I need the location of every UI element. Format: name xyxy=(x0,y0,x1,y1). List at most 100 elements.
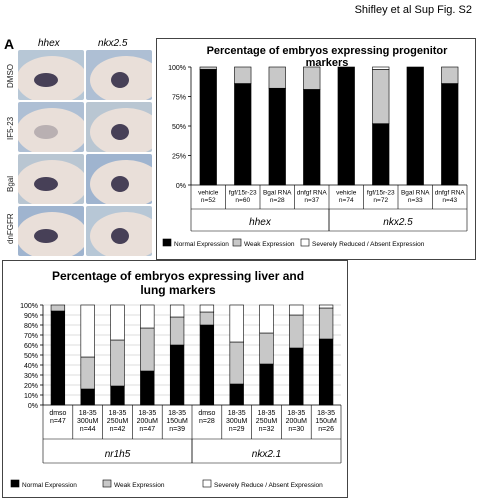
y-tick-label: 20% xyxy=(24,383,38,390)
category-label: 18-35 xyxy=(138,410,156,417)
image-col-hhex: hhex xyxy=(38,38,60,49)
category-label: dnfgf RNA xyxy=(435,190,466,197)
legend-label: Normal Expression xyxy=(22,482,77,489)
category-label: 150uM xyxy=(166,418,188,425)
category-label: 18-35 xyxy=(287,410,305,417)
category-label: n=28 xyxy=(199,418,215,425)
category-label: n=52 xyxy=(201,197,216,204)
bar-segment xyxy=(259,304,274,334)
y-tick-label: 0% xyxy=(28,403,38,410)
y-tick-label: 100% xyxy=(20,303,38,310)
bar-segment xyxy=(140,327,155,372)
group-label: nkx2.5 xyxy=(383,217,413,228)
legend-label: Weak Expression xyxy=(244,241,295,248)
category-label: 18-35 xyxy=(79,410,97,417)
y-tick-label: 30% xyxy=(24,373,38,380)
bar-segment xyxy=(169,304,185,318)
bar-segment xyxy=(229,341,244,385)
bar-segment xyxy=(229,383,244,406)
y-tick-label: 25% xyxy=(172,154,186,161)
chart-b-frame: Percentage of embryos expressing liver a… xyxy=(2,260,348,498)
y-tick-label: 70% xyxy=(24,333,38,340)
bar-segment xyxy=(289,304,304,316)
category-label: n=29 xyxy=(229,426,245,433)
category-label: 300uM xyxy=(226,418,248,425)
bar-segment xyxy=(372,123,390,186)
bar-segment xyxy=(80,356,95,390)
category-label: dmso xyxy=(49,410,66,417)
category-label: n=39 xyxy=(169,426,185,433)
bar-segment xyxy=(318,307,334,340)
bar-segment xyxy=(169,316,185,346)
bar-segment xyxy=(372,66,390,70)
bar-segment xyxy=(229,304,244,343)
embryo-photo xyxy=(18,50,84,100)
legend-swatch xyxy=(102,479,112,488)
bar-segment xyxy=(234,83,252,186)
category-label: 300uM xyxy=(77,418,99,425)
category-label: 18-35 xyxy=(168,410,186,417)
bar-segment xyxy=(259,363,274,406)
bar-segment xyxy=(406,66,424,186)
legend-swatch xyxy=(162,238,172,247)
bar-segment xyxy=(169,344,185,406)
image-row-label: IF5-23 xyxy=(6,116,15,140)
bar-segment xyxy=(80,304,95,358)
bar-segment xyxy=(199,304,215,313)
y-tick-label: 75% xyxy=(172,95,186,102)
category-label: 200uM xyxy=(137,418,159,425)
category-label: 250uM xyxy=(107,418,129,425)
bar-segment xyxy=(199,311,215,326)
y-tick-label: 60% xyxy=(24,343,38,350)
embryo-photo xyxy=(18,102,84,152)
legend-swatch xyxy=(202,479,212,488)
category-label: n=32 xyxy=(259,426,275,433)
legend-swatch xyxy=(300,238,310,247)
bar-segment xyxy=(110,385,125,406)
category-label: dnfgf RNA xyxy=(297,190,328,197)
bar-segment xyxy=(268,66,286,89)
embryo-photo xyxy=(18,154,84,204)
embryo-photo xyxy=(86,154,152,204)
category-label: n=47 xyxy=(50,418,66,425)
category-label: Bgal RNA xyxy=(401,190,430,197)
bar-segment xyxy=(140,304,155,329)
bar-segment xyxy=(318,338,334,406)
category-label: 18-35 xyxy=(258,410,276,417)
y-tick-label: 50% xyxy=(172,124,186,131)
category-label: n=30 xyxy=(288,426,304,433)
panel-a-letter: A xyxy=(4,36,15,52)
y-tick-label: 100% xyxy=(168,65,186,72)
embryo-photo xyxy=(86,206,152,256)
category-label: n=60 xyxy=(235,197,250,204)
legend-label: Normal Expression xyxy=(174,241,229,248)
embryo-photo xyxy=(18,206,84,256)
bar-segment xyxy=(199,66,217,70)
category-label: n=43 xyxy=(442,197,457,204)
category-label: 250uM xyxy=(256,418,278,425)
category-label: vehicle xyxy=(198,190,219,197)
category-label: n=26 xyxy=(318,426,334,433)
chart-b-svg: 0%10%20%30%40%50%60%70%80%90%100%dmson=4… xyxy=(10,303,342,489)
bar-segment xyxy=(318,304,334,309)
category-label: n=74 xyxy=(339,197,354,204)
group-label: hhex xyxy=(249,217,272,228)
legend-swatch xyxy=(10,479,20,488)
bar-segment xyxy=(234,66,252,84)
chart-a-title: Percentage of embryos expressing progeni… xyxy=(206,45,448,69)
y-tick-label: 40% xyxy=(24,363,38,370)
category-label: fgf/15r-23 xyxy=(367,190,395,197)
bar-segment xyxy=(199,324,215,406)
category-label: 18-35 xyxy=(109,410,127,417)
bar-segment xyxy=(337,66,355,186)
category-label: 18-35 xyxy=(228,410,246,417)
group-label: nkx2.1 xyxy=(252,449,281,460)
y-tick-label: 50% xyxy=(24,353,38,360)
y-tick-label: 80% xyxy=(24,323,38,330)
group-label: nr1h5 xyxy=(105,449,131,460)
legend-label: Severely Reduced / Absent Expression xyxy=(312,241,425,248)
bar-segment xyxy=(303,66,321,90)
category-label: vehicle xyxy=(336,190,357,197)
bar-segment xyxy=(80,388,95,406)
category-label: fgf/15r-23 xyxy=(229,190,257,197)
